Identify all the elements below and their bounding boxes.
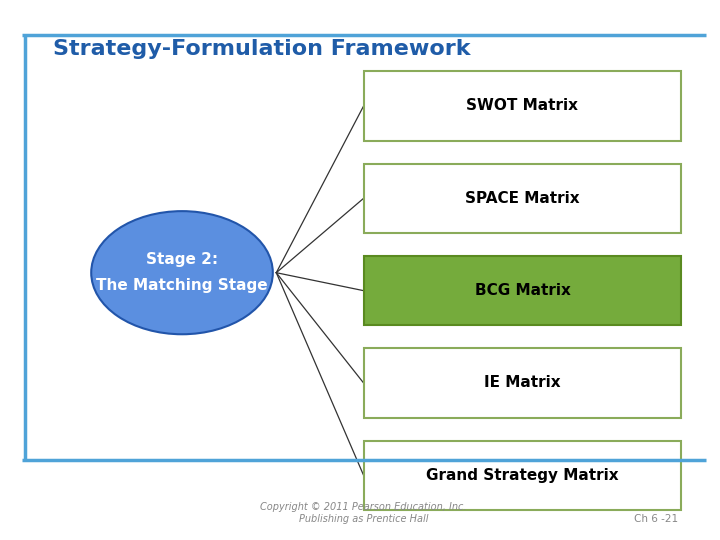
Text: BCG Matrix: BCG Matrix: [474, 283, 570, 298]
Text: SWOT Matrix: SWOT Matrix: [467, 98, 578, 113]
Text: The Matching Stage: The Matching Stage: [96, 278, 268, 293]
Text: Ch 6 -21: Ch 6 -21: [634, 514, 678, 524]
FancyBboxPatch shape: [364, 164, 681, 233]
Text: SPACE Matrix: SPACE Matrix: [465, 191, 580, 206]
FancyBboxPatch shape: [364, 256, 681, 325]
FancyBboxPatch shape: [364, 71, 681, 140]
FancyBboxPatch shape: [364, 348, 681, 417]
Ellipse shape: [91, 211, 273, 334]
Text: IE Matrix: IE Matrix: [484, 375, 561, 390]
Text: Strategy-Formulation Framework: Strategy-Formulation Framework: [53, 39, 470, 59]
Text: Grand Strategy Matrix: Grand Strategy Matrix: [426, 468, 618, 483]
Text: Stage 2:: Stage 2:: [146, 252, 218, 267]
Text: Copyright © 2011 Pearson Education, Inc.
Publishing as Prentice Hall: Copyright © 2011 Pearson Education, Inc.…: [261, 502, 467, 524]
FancyBboxPatch shape: [364, 441, 681, 510]
